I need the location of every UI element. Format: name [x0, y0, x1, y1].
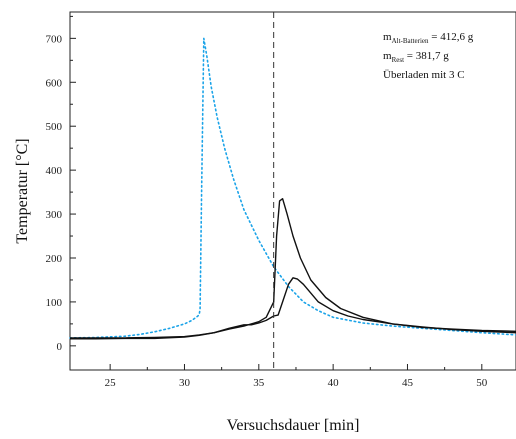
annotation-line: Überladen mit 3 C [383, 69, 465, 81]
y-tick-label: 200 [46, 253, 63, 265]
x-tick-label: 35 [253, 377, 265, 389]
series-layer [69, 37, 516, 340]
annotation-line: mRest = 381,7 g [383, 50, 449, 64]
x-tick-label: 25 [105, 377, 117, 389]
x-tick-label: 50 [476, 377, 488, 389]
series-line-2 [70, 198, 516, 339]
y-tick-labels: 0 100 200 300 400 500 600 700 [46, 33, 63, 352]
y-tick-label: 100 [46, 297, 63, 309]
plot-frame [69, 11, 516, 371]
annotation-box: mAlt-Batterien = 412,6 g mRest = 381,7 g Ü… [383, 31, 474, 81]
ticks [70, 15, 483, 370]
y-tick-label: 0 [57, 341, 63, 353]
y-tick-label: 400 [46, 165, 63, 177]
x-tick-label: 30 [179, 377, 191, 389]
x-axis-title: Versuchsdauer [min] [227, 417, 360, 434]
y-tick-label: 600 [46, 77, 63, 89]
y-axis-title: Temperatur [°C] [14, 138, 31, 243]
y-tick-label: 700 [46, 33, 63, 45]
series-line-1 [69, 37, 516, 339]
y-tick-label: 300 [46, 209, 63, 221]
x-tick-label: 40 [328, 377, 340, 389]
annotation-line: mAlt-Batterien = 412,6 g [383, 31, 474, 45]
x-tick-label: 45 [402, 377, 414, 389]
y-tick-label: 500 [46, 121, 63, 133]
series-line-3 [70, 277, 516, 340]
x-tick-labels: 25 30 35 40 45 50 [105, 377, 488, 389]
